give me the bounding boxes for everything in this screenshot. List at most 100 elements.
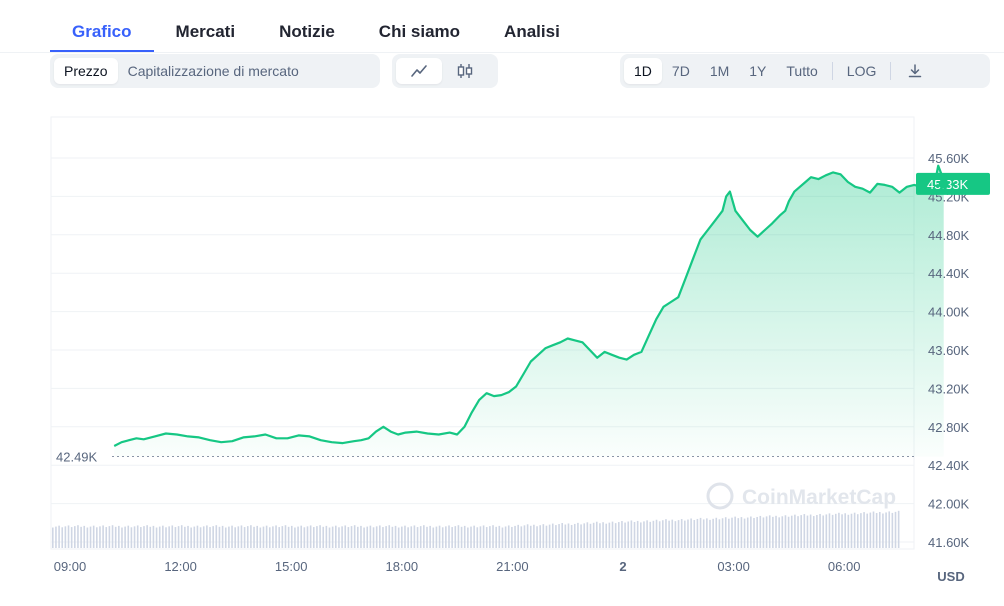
volume-bar [162,525,164,548]
volume-bar [658,521,661,548]
volume-bar [281,526,284,548]
volume-bar [463,525,466,548]
line-chart-button[interactable] [396,58,442,84]
volume-bar [718,519,721,548]
volume-bar [74,526,76,548]
volume-bar [375,526,378,548]
volume-bar [193,526,196,548]
volume-bar [498,525,501,548]
volume-bar [473,525,475,548]
volume-bar [457,525,460,548]
volume-bar [860,513,862,548]
range-7d-button[interactable]: 7D [671,63,690,79]
volume-bar [391,526,394,548]
volume-bar [618,522,620,548]
range-separator [831,62,833,80]
range-1d-button[interactable]: 1D [624,58,662,84]
volume-bar [404,525,406,548]
range-1m-button[interactable]: 1M [709,63,730,79]
volume-bar [243,527,246,548]
price-toggle-button[interactable]: Prezzo [54,58,118,84]
volume-bar [803,514,806,548]
volume-bar [611,521,614,548]
volume-bar [794,514,796,548]
volume-bar [130,527,133,548]
range-all-button[interactable]: Tutto [786,63,818,79]
volume-bar [372,527,375,548]
volume-bar [306,526,309,548]
volume-bar [834,513,837,548]
download-icon [909,64,922,78]
volume-bar [114,526,117,548]
volume-bar [558,524,560,548]
last-price-dot [938,178,949,189]
volume-bar [312,527,315,548]
volume-bar [67,525,70,548]
volume-bar [196,525,199,548]
volume-bar [438,525,441,548]
volume-bar [646,520,648,548]
volume-bar [514,525,516,548]
volume-bar [429,525,431,548]
volume-bar [61,527,64,548]
candlestick-chart-button[interactable] [442,58,488,84]
log-scale-button[interactable]: LOG [846,63,877,79]
volume-bar [589,523,592,548]
volume-bar [599,523,601,548]
volume-bar [746,517,749,548]
volume-bar [529,525,532,548]
tab-grafico[interactable]: Grafico [50,10,154,52]
volume-bar [237,526,240,548]
volume-bar [287,526,290,548]
x-tick-label: 03:00 [717,559,750,574]
volume-bar [580,524,582,548]
volume-bar [743,518,746,548]
tab-chi-siamo[interactable]: Chi siamo [378,22,461,41]
volume-bar [897,510,900,548]
volume-bar [696,518,699,548]
volume-bar [297,526,299,548]
volume-bar [99,526,101,548]
volume-bar [294,527,296,548]
volume-bar [482,525,485,548]
volume-bar [756,516,758,548]
volume-bar [485,527,488,548]
market-cap-toggle-button[interactable]: Capitalizzazione di mercato [127,63,299,79]
volume-bar [350,526,353,548]
tab-analisi[interactable]: Analisi [504,22,560,41]
volume-bar [781,516,784,548]
volume-bar [555,525,557,548]
volume-bar [382,527,384,548]
volume-bar [265,525,268,548]
range-toggle: 1D 7D 1M 1Y Tutto LOG [620,54,990,88]
volume-bar [800,515,802,548]
tab-notizie[interactable]: Notizie [279,22,335,41]
volume-bar [309,525,312,548]
volume-bar [809,514,812,548]
volume-bar [775,515,777,548]
volume-bar [435,526,438,548]
volume-bar [828,513,831,548]
volume-bar [102,525,104,548]
tab-mercati[interactable]: Mercati [175,22,236,41]
volume-bar [221,525,224,548]
volume-bar [454,526,457,548]
volume-bar [501,527,504,548]
x-tick-label: 09:00 [54,559,87,574]
download-button[interactable] [895,58,935,84]
volume-bar [467,527,469,548]
y-tick-label: 43.60K [928,343,970,358]
volume-bar [709,519,711,548]
volume-bar [844,513,846,548]
volume-bar [303,527,306,548]
volume-bar [143,526,145,548]
volume-bar [174,527,177,548]
volume-bar [284,525,287,548]
range-1y-button[interactable]: 1Y [749,63,767,79]
volume-bar [206,525,208,548]
volume-bar [92,525,95,548]
volume-bar [328,527,331,548]
volume-bar [52,527,54,548]
volume-bar [224,527,227,548]
